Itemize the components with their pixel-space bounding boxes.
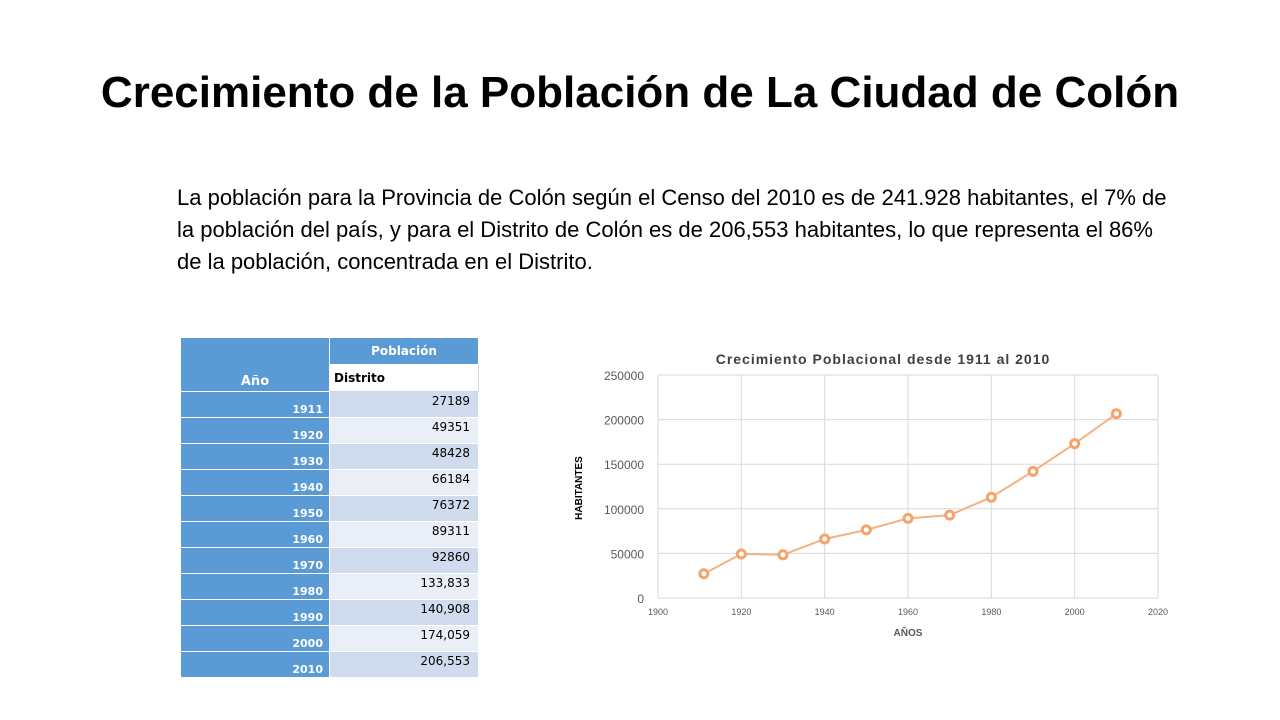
chart-title: Crecimiento Poblacional desde 1911 al 20…	[716, 351, 1051, 367]
chart-data-point	[985, 491, 997, 503]
chart-data-point	[860, 524, 872, 536]
chart-grid	[657, 374, 1159, 599]
table-row: 1920 49351	[180, 417, 479, 444]
table-row: 2010 206,553	[180, 651, 479, 678]
table-header-year: Año	[180, 337, 330, 392]
table-cell-value: 92860	[329, 547, 479, 574]
chart-series-line	[703, 412, 1117, 575]
chart-svg: Crecimiento Poblacional desde 1911 al 20…	[574, 351, 1168, 639]
table-cell-year: 1950	[180, 495, 330, 522]
table-cell-value: 140,908	[329, 599, 479, 626]
table-row: 1930 48428	[180, 443, 479, 470]
chart-data-point	[698, 568, 710, 580]
chart-series-path	[703, 412, 1117, 575]
slide-paragraph: La población para la Provincia de Colón …	[177, 185, 1167, 274]
table-cell-value: 49351	[329, 417, 479, 444]
chart-y-tick-label: 50000	[611, 547, 645, 561]
chart-data-point	[944, 509, 956, 521]
chart-x-tick-label: 1940	[815, 607, 835, 617]
table-cell-year: 1920	[180, 417, 330, 444]
chart-axes: 1900 1920 1940 1960 1980 2000 2020 0 50000 100000…	[604, 369, 1168, 617]
population-chart: Crecimiento Poblacional desde 1911 al 20…	[560, 340, 1180, 660]
chart-data-point	[819, 533, 831, 545]
table-cell-value: 48428	[329, 443, 479, 470]
chart-data-point	[1069, 438, 1081, 450]
table-cell-value: 133,833	[329, 573, 479, 600]
table-header-population: Población	[329, 337, 479, 365]
table-cell-year: 2000	[180, 625, 330, 652]
chart-y-axis-label: HABITANTES	[574, 456, 585, 520]
table-cell-year: 1940	[180, 469, 330, 496]
table-row: 1940 66184	[180, 469, 479, 496]
table-cell-value: 206,553	[329, 651, 479, 678]
chart-x-tick-label: 1900	[648, 607, 668, 617]
table-cell-year: 1980	[180, 573, 330, 600]
table-cell-year: 1930	[180, 443, 330, 470]
chart-y-tick-label: 100000	[604, 503, 644, 517]
chart-data-point	[902, 512, 914, 524]
table-row: 2000 174,059	[180, 625, 479, 652]
chart-x-tick-label: 1920	[731, 607, 751, 617]
chart-y-tick-label: 0	[637, 592, 644, 606]
chart-y-tick-label: 200000	[604, 414, 644, 428]
table-cell-value: 66184	[329, 469, 479, 496]
table-row: 1990 140,908	[180, 599, 479, 626]
chart-x-tick-label: 1960	[898, 607, 918, 617]
table-cell-value: 89311	[329, 521, 479, 548]
chart-data-point	[777, 549, 789, 561]
table-row: 1970 92860	[180, 547, 479, 574]
chart-x-tick-label: 2020	[1148, 607, 1168, 617]
table-row: 1950 76372	[180, 495, 479, 522]
chart-x-axis-label: AÑOS	[894, 626, 923, 639]
table-cell-year: 1960	[180, 521, 330, 548]
chart-data-point	[735, 548, 747, 560]
chart-y-tick-label: 250000	[604, 369, 644, 383]
population-table: Año Población Distrito 1911 27189 1920 4…	[180, 337, 479, 678]
table-subheader-district: Distrito	[329, 364, 479, 392]
table-cell-year: 1911	[180, 391, 330, 418]
table-cell-value: 174,059	[329, 625, 479, 652]
table-row: 1980 133,833	[180, 573, 479, 600]
slide-title: Crecimiento de la Población de La Ciudad…	[100, 68, 1180, 117]
table-cell-value: 27189	[329, 391, 479, 418]
chart-x-tick-label: 1980	[981, 607, 1001, 617]
chart-data-point	[1027, 465, 1039, 477]
chart-x-tick-label: 2000	[1065, 607, 1085, 617]
table-cell-year: 1990	[180, 599, 330, 626]
table-row: 1960 89311	[180, 521, 479, 548]
chart-y-tick-label: 150000	[604, 458, 644, 472]
table-row: 1911 27189	[180, 391, 479, 418]
chart-points	[698, 408, 1122, 580]
table-cell-year: 2010	[180, 651, 330, 678]
table-cell-year: 1970	[180, 547, 330, 574]
table-cell-value: 76372	[329, 495, 479, 522]
chart-data-point	[1110, 408, 1122, 420]
